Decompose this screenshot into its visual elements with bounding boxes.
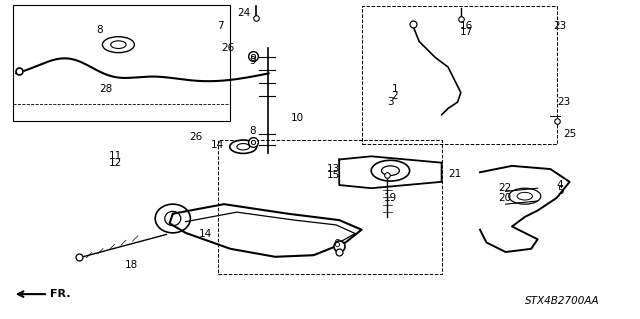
Text: 28: 28 bbox=[99, 84, 113, 94]
Text: 14: 14 bbox=[211, 140, 225, 150]
Text: 14: 14 bbox=[198, 229, 212, 240]
Ellipse shape bbox=[237, 144, 250, 150]
Circle shape bbox=[517, 192, 532, 200]
Ellipse shape bbox=[381, 166, 399, 175]
Ellipse shape bbox=[371, 160, 410, 181]
Text: 16: 16 bbox=[460, 20, 473, 31]
Text: 19: 19 bbox=[384, 193, 397, 203]
Text: 4: 4 bbox=[557, 180, 563, 190]
Text: 3: 3 bbox=[387, 97, 394, 107]
Circle shape bbox=[509, 188, 541, 204]
Text: FR.: FR. bbox=[50, 289, 70, 299]
Text: 8: 8 bbox=[250, 126, 256, 136]
Ellipse shape bbox=[165, 211, 181, 226]
Text: STX4B2700AA: STX4B2700AA bbox=[525, 296, 600, 306]
Text: 7: 7 bbox=[218, 20, 224, 31]
Ellipse shape bbox=[156, 204, 191, 233]
Text: 20: 20 bbox=[498, 193, 511, 203]
Text: 26: 26 bbox=[221, 43, 234, 53]
Text: 2: 2 bbox=[392, 91, 398, 101]
Text: 9: 9 bbox=[250, 56, 256, 66]
Text: 8: 8 bbox=[96, 25, 102, 35]
Text: 24: 24 bbox=[237, 8, 250, 18]
Text: 1: 1 bbox=[392, 84, 398, 94]
Text: 23: 23 bbox=[554, 20, 567, 31]
Text: 25: 25 bbox=[563, 129, 577, 139]
Text: 17: 17 bbox=[460, 27, 473, 37]
Text: 26: 26 bbox=[189, 132, 202, 142]
Text: 12: 12 bbox=[109, 158, 122, 168]
Text: 15: 15 bbox=[326, 170, 340, 180]
Text: 23: 23 bbox=[557, 97, 570, 107]
Circle shape bbox=[111, 41, 126, 48]
Ellipse shape bbox=[230, 140, 257, 153]
Text: 13: 13 bbox=[326, 164, 340, 174]
Text: 6: 6 bbox=[333, 239, 339, 249]
Text: 21: 21 bbox=[448, 169, 461, 179]
Text: 22: 22 bbox=[498, 183, 511, 193]
Text: 10: 10 bbox=[291, 113, 305, 123]
Circle shape bbox=[102, 37, 134, 53]
Text: 11: 11 bbox=[109, 151, 122, 161]
Text: 5: 5 bbox=[557, 186, 563, 197]
Text: 18: 18 bbox=[125, 260, 138, 270]
